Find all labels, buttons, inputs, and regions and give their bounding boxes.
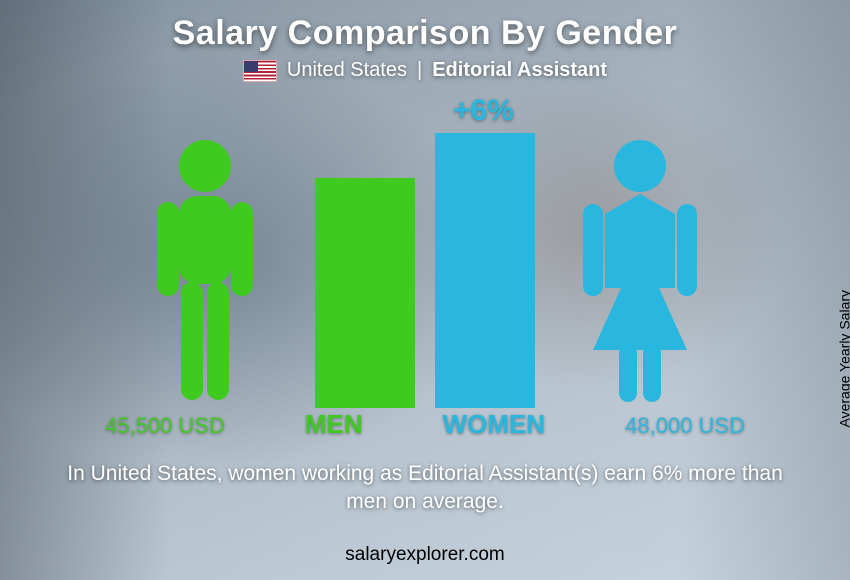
men-salary-value: 45,500 USD [105, 413, 225, 439]
men-bar [315, 178, 415, 408]
subtitle-row: United States | Editorial Assistant [243, 59, 607, 82]
us-flag-icon [243, 60, 277, 82]
job-title-label: Editorial Assistant [432, 59, 607, 82]
content-container: Salary Comparison By Gender United State… [0, 0, 850, 580]
page-title: Salary Comparison By Gender [173, 14, 678, 53]
female-figure-icon [575, 138, 705, 408]
chart-area: +6% 45,500 USD MEN WOMEN 48,000 USD [105, 100, 745, 440]
women-salary-value: 48,000 USD [625, 413, 745, 439]
difference-label: +6% [453, 94, 514, 128]
women-bar [435, 133, 535, 408]
country-label: United States [287, 59, 407, 82]
divider: | [417, 59, 422, 82]
chart-bottom-row: 45,500 USD MEN WOMEN 48,000 USD [105, 409, 745, 440]
y-axis-label: Average Yearly Salary [836, 290, 850, 428]
women-label: WOMEN [443, 409, 546, 440]
men-label: MEN [305, 409, 363, 440]
male-figure-icon [145, 138, 265, 408]
summary-text: In United States, women working as Edito… [45, 460, 805, 517]
